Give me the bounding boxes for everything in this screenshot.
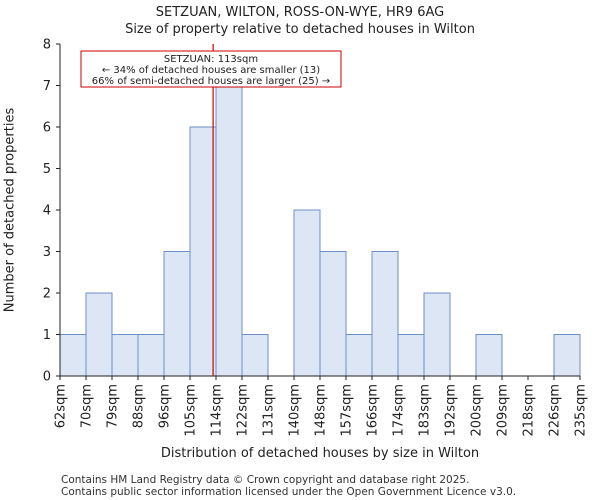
bar-105sqm xyxy=(189,126,217,377)
bar-70sqm xyxy=(85,292,113,377)
bar-200sqm xyxy=(475,334,503,377)
x-tick-label: 114sqm xyxy=(210,384,225,437)
x-tick-label: 157sqm xyxy=(340,384,355,437)
x-tick-label: 226sqm xyxy=(548,384,563,437)
x-tick-label: 62sqm xyxy=(54,384,69,428)
x-tick-label: 140sqm xyxy=(288,384,303,437)
x-tick-label: 79sqm xyxy=(106,384,121,428)
x-tick-label: 192sqm xyxy=(444,384,459,437)
y-axis-label: Number of detached properties xyxy=(2,107,18,313)
x-tick-label: 200sqm xyxy=(470,384,485,437)
bar-96sqm xyxy=(163,251,191,377)
x-tick-label: 88sqm xyxy=(132,384,147,428)
annotation-line-3: 66% of semi-detached houses are larger (… xyxy=(92,76,330,87)
x-tick-label: 96sqm xyxy=(158,384,173,428)
bar-114sqm xyxy=(215,85,243,377)
bar-157sqm xyxy=(345,334,373,377)
y-tick-label: 4 xyxy=(43,204,51,219)
bar-166sqm xyxy=(371,251,399,377)
footer-line-2: Contains public sector information licen… xyxy=(61,486,517,498)
y-tick-label: 6 xyxy=(43,121,51,136)
chart-title: SETZUAN, WILTON, ROSS-ON-WYE, HR9 6AG xyxy=(155,5,445,20)
y-tick-label: 5 xyxy=(43,162,51,177)
x-tick-label: 183sqm xyxy=(418,384,433,437)
bar-140sqm xyxy=(293,209,321,377)
bar-174sqm xyxy=(397,334,425,377)
x-axis-label: Distribution of detached houses by size … xyxy=(160,446,480,461)
y-tick-label: 3 xyxy=(43,245,51,260)
y-tick-label: 0 xyxy=(43,370,51,385)
x-tick-label: 235sqm xyxy=(574,384,589,437)
bar-148sqm xyxy=(319,251,347,377)
x-tick-label: 218sqm xyxy=(522,384,537,437)
y-tick-label: 8 xyxy=(43,38,51,53)
y-tick-label: 1 xyxy=(43,328,51,343)
bar-88sqm xyxy=(137,334,165,377)
x-tick-label: 122sqm xyxy=(236,384,251,437)
bar-122sqm xyxy=(241,334,269,377)
bar-226sqm xyxy=(553,334,581,377)
x-tick-label: 166sqm xyxy=(366,384,381,437)
y-tick-label: 2 xyxy=(43,287,51,302)
x-tick-label: 174sqm xyxy=(392,384,407,437)
chart-subtitle: Size of property relative to detached ho… xyxy=(125,22,475,37)
x-tick-label: 70sqm xyxy=(80,384,95,428)
annotation-box xyxy=(80,50,342,88)
x-tick-label: 105sqm xyxy=(184,384,199,437)
annotation-line-2: ← 34% of detached houses are smaller (13… xyxy=(102,65,320,76)
x-tick-label: 131sqm xyxy=(262,384,277,437)
x-tick-label: 209sqm xyxy=(496,384,511,437)
bar-79sqm xyxy=(111,334,139,377)
bar-183sqm xyxy=(423,292,451,377)
annotation-line-1: SETZUAN: 113sqm xyxy=(164,54,258,65)
bar-62sqm xyxy=(59,334,87,377)
x-tick-label: 148sqm xyxy=(314,384,329,437)
y-tick-label: 7 xyxy=(43,79,51,94)
footer-line-1: Contains HM Land Registry data © Crown c… xyxy=(61,474,470,486)
